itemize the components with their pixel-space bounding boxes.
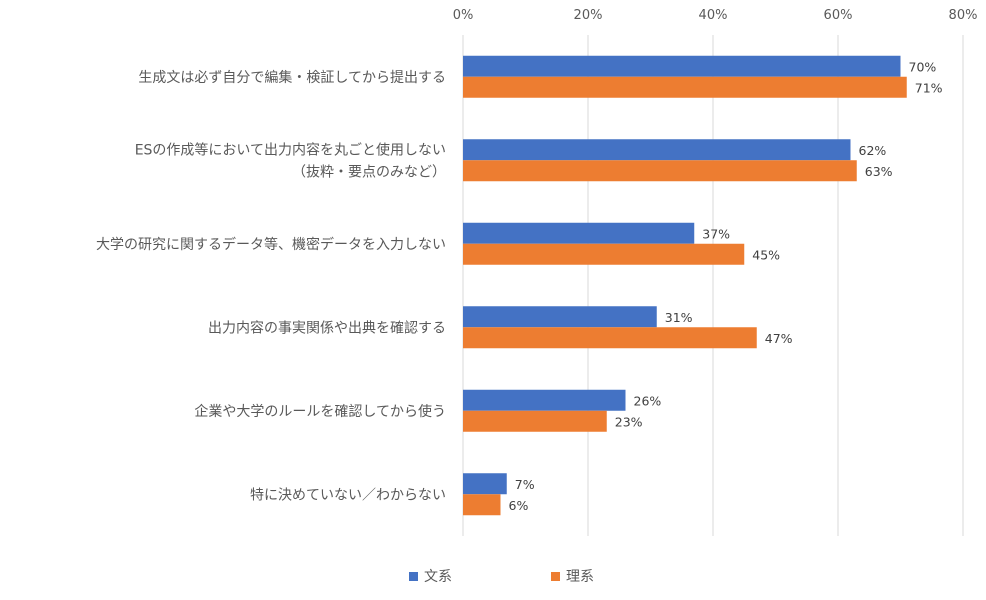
x-tick-label: 0% (453, 8, 474, 23)
legend-item-bunkei: 文系 (409, 566, 452, 586)
category-label: 大学の研究に関するデータ等、機密データを入力しない (96, 236, 446, 253)
data-label: 71% (915, 80, 943, 95)
data-label: 23% (615, 414, 643, 429)
gridlines (462, 35, 964, 536)
legend-swatch-bunkei (409, 571, 418, 581)
data-label: 47% (765, 331, 793, 346)
category-label: 出力内容の事実関係や出典を確認する (208, 319, 446, 336)
x-tick-labels: 0% 20% 40% 60% 80% (453, 8, 978, 23)
category-label: （抜粋・要点のみなど） (292, 164, 446, 180)
x-tick-label: 80% (949, 8, 978, 23)
legend-label-rikei: 理系 (566, 569, 594, 585)
bar (463, 389, 626, 411)
legend-label-bunkei: 文系 (424, 569, 452, 585)
bar (463, 76, 907, 98)
bar (463, 139, 851, 161)
bar (463, 410, 607, 432)
data-label: 70% (909, 59, 937, 74)
data-label: 45% (752, 247, 780, 262)
bar (463, 160, 857, 182)
data-label: 7% (515, 477, 535, 492)
x-tick-label: 40% (699, 8, 728, 23)
x-tick-label: 60% (824, 8, 853, 23)
legend-swatch-rikei (551, 571, 560, 581)
bar (463, 243, 745, 265)
x-tick-label: 20% (574, 8, 603, 23)
data-label: 62% (859, 143, 887, 158)
data-label: 37% (702, 226, 730, 241)
bar-chart: 0% 20% 40% 60% 80% 生成文は必ず自分で編集・検証してから提出する ESの… (96, 8, 978, 536)
data-labels: 70% 71% 62% 63% 37% 45% 31% 47% 26% 23% 7% 6% (509, 59, 943, 513)
legend: 文系 理系 (0, 566, 986, 590)
data-label: 31% (665, 310, 693, 325)
legend-item-rikei: 理系 (551, 566, 594, 586)
bar (463, 306, 657, 328)
bars (463, 55, 907, 516)
category-label: ESの作成等において出力内容を丸ごと使用しない (135, 141, 446, 158)
category-labels: 生成文は必ず自分で編集・検証してから提出する ESの作成等において出力内容を丸ごと… (96, 69, 446, 504)
data-label: 26% (634, 393, 662, 408)
category-label: 生成文は必ず自分で編集・検証してから提出する (138, 69, 446, 86)
category-label: 企業や大学のルールを確認してから使う (194, 403, 446, 420)
bar (463, 222, 695, 244)
bar (463, 327, 757, 349)
data-label: 6% (509, 498, 529, 513)
bar (463, 473, 507, 495)
bar (463, 494, 501, 516)
data-label: 63% (865, 164, 893, 179)
category-label: 特に決めていない／わからない (250, 487, 446, 503)
bar (463, 55, 901, 77)
